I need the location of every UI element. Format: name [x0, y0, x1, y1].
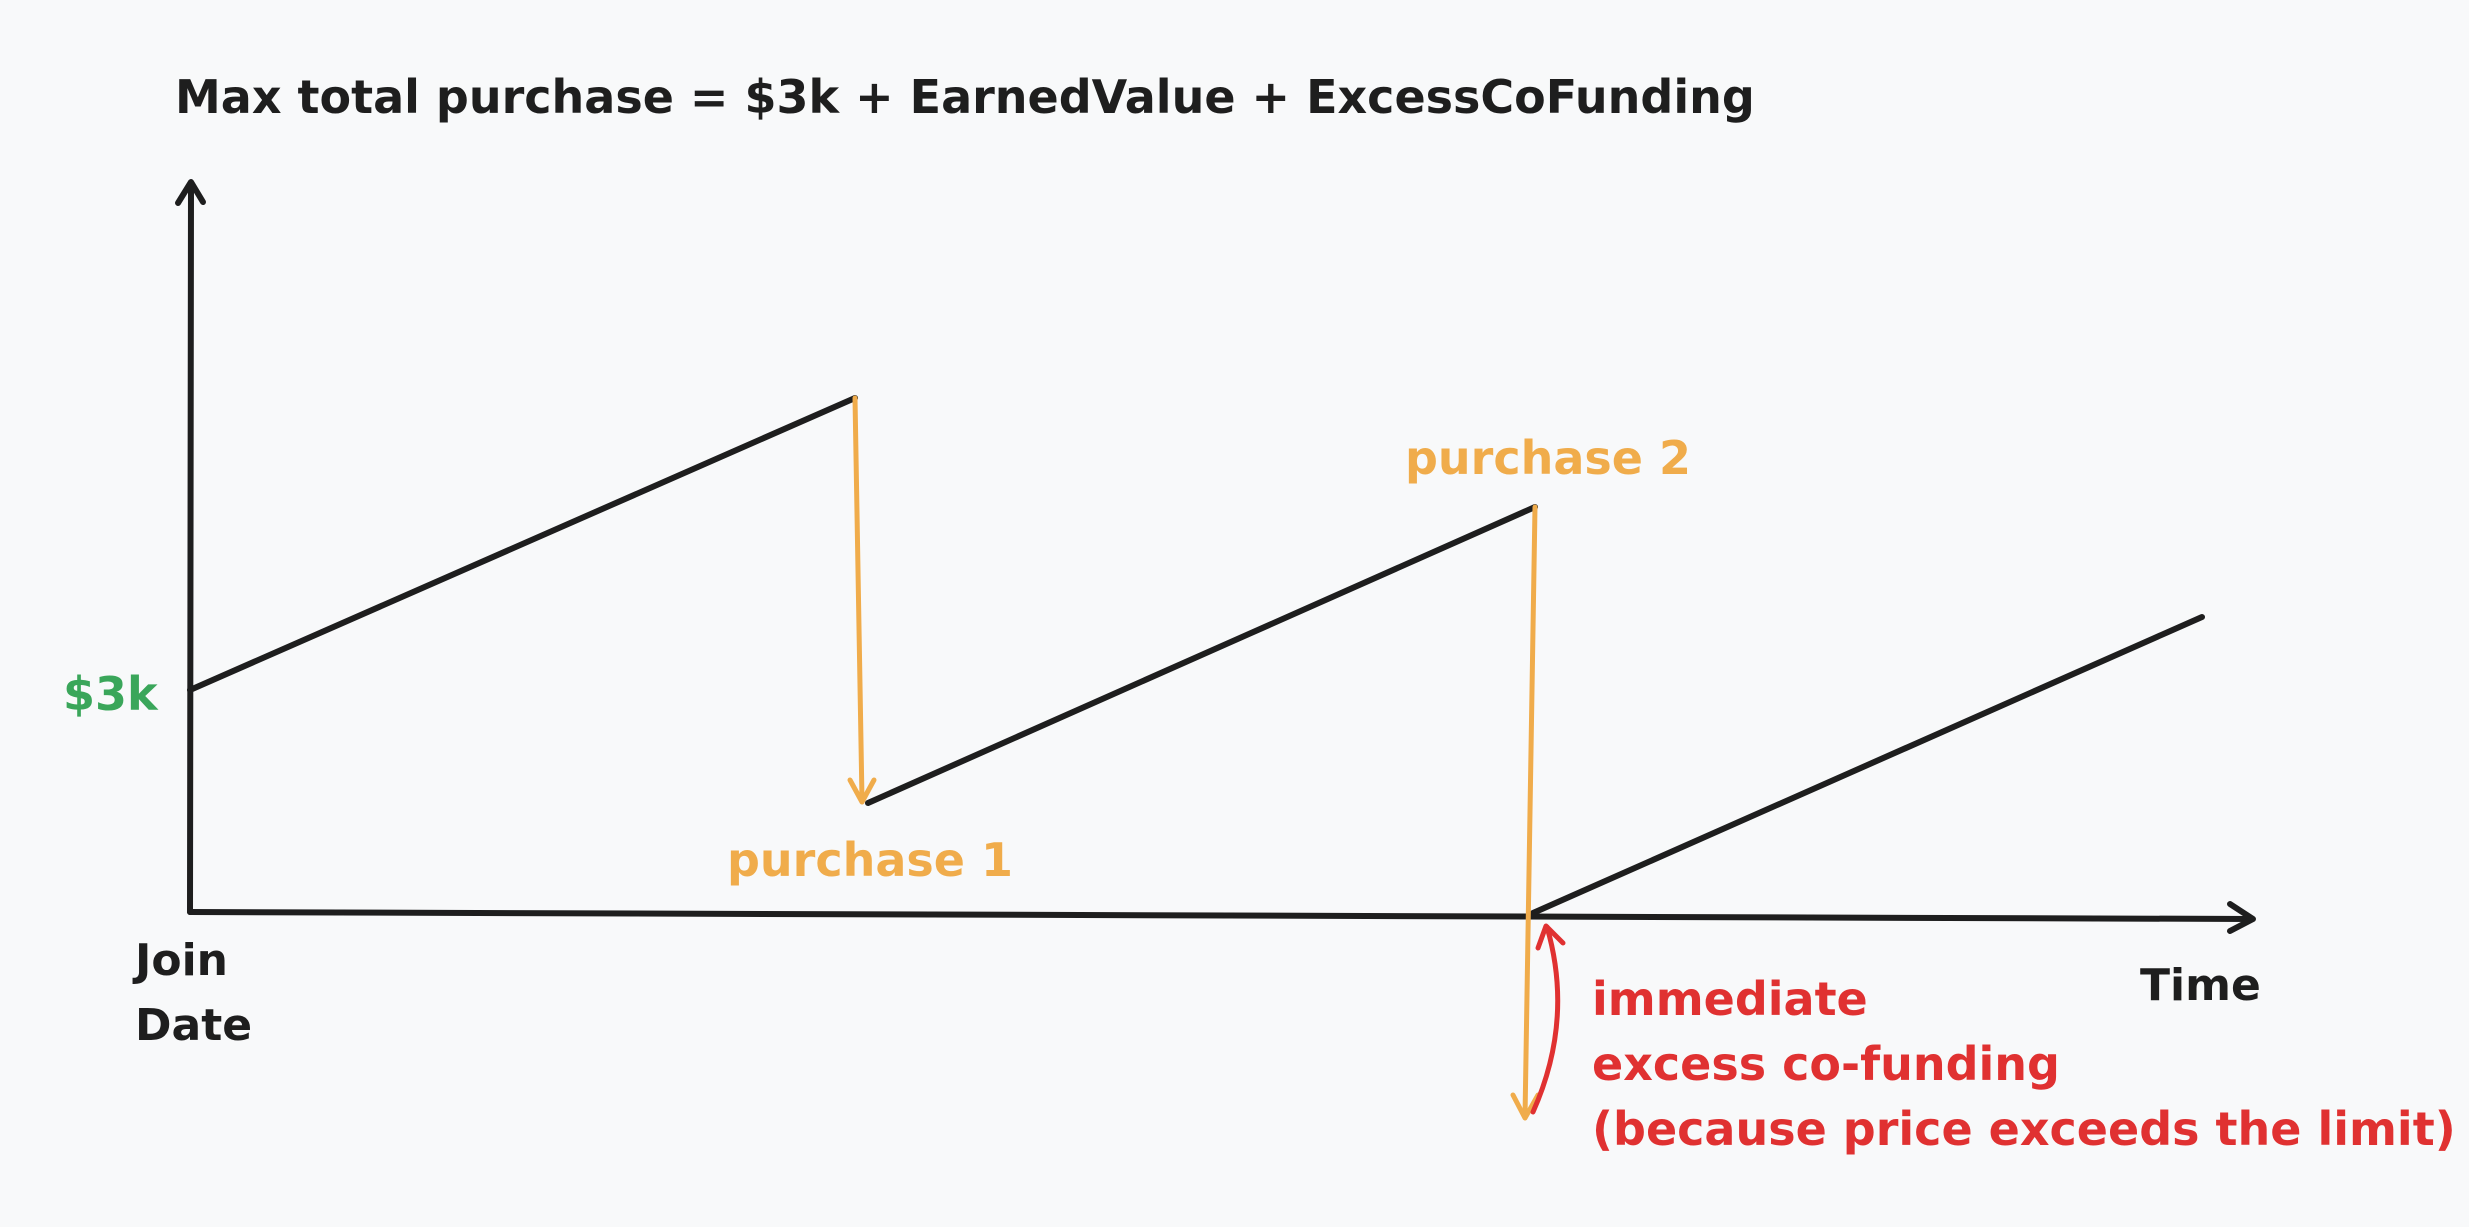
diagram-title: Max total purchase = $3k + EarnedValue +…: [175, 70, 1755, 124]
cofunding-arrow: [1530, 923, 1566, 1115]
ramp-segment-1: [187, 395, 858, 693]
y-axis: [175, 179, 206, 915]
start-value-label: $3k: [63, 667, 159, 721]
annotation-line-3: (because price exceeds the limit): [1592, 1102, 2456, 1156]
x-axis: [187, 901, 2256, 934]
purchase-2-drop-arrow: [1510, 504, 1541, 1121]
ramp-segment-2: [865, 504, 1538, 806]
time-label: Time: [2140, 960, 2261, 1011]
annotation-line-1: immediate: [1592, 972, 1868, 1026]
ramp-segment-3: [1530, 614, 2205, 916]
annotation-line-2: excess co-funding: [1592, 1037, 2060, 1091]
purchase-2-label: purchase 2: [1405, 431, 1691, 485]
purchase-1-label: purchase 1: [727, 833, 1013, 887]
date-label: Date: [135, 1000, 252, 1051]
join-label: Join: [132, 935, 228, 986]
purchase-1-drop-arrow: [847, 395, 877, 805]
